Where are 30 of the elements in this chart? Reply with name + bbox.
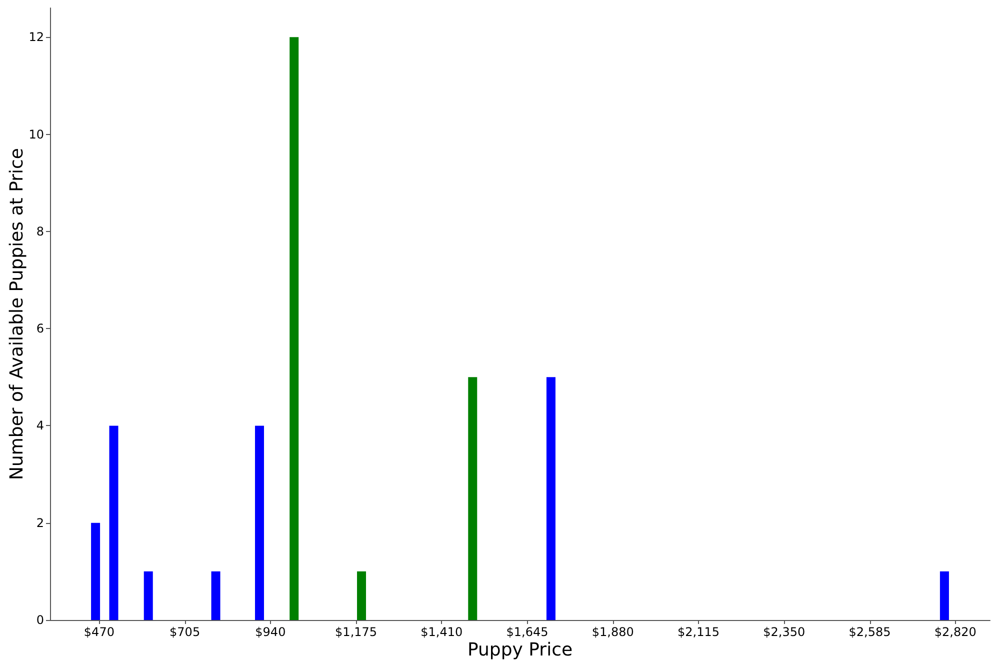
bar <box>109 426 118 620</box>
bar <box>254 426 264 620</box>
x-tick-label: $2,115 <box>678 625 720 639</box>
y-tick-label: 6 <box>36 322 44 336</box>
y-tick-label: 10 <box>28 127 44 142</box>
bar <box>211 571 220 620</box>
x-tick-label: $2,820 <box>934 625 976 639</box>
y-tick-label: 12 <box>28 30 44 44</box>
x-axis-title: Puppy Price <box>467 640 573 660</box>
y-tick-label: 4 <box>36 418 44 433</box>
bar <box>357 571 366 620</box>
x-tick-label: $2,350 <box>763 625 806 639</box>
bar <box>91 522 100 620</box>
y-axis-title: Number of Available Puppies at Price <box>6 148 28 480</box>
bar <box>468 377 478 620</box>
x-tick-label: $1,880 <box>592 625 634 639</box>
x-tick-label: $1,175 <box>335 625 378 639</box>
y-tick-label: 2 <box>36 516 44 530</box>
y-tick-label: 0 <box>36 613 44 627</box>
bar <box>290 37 299 620</box>
x-tick-label: $940 <box>255 625 286 639</box>
bar <box>144 571 153 620</box>
x-tick-label: $1,410 <box>420 625 463 639</box>
x-tick-label: $705 <box>170 625 200 639</box>
x-tick-label: $2,585 <box>848 625 891 639</box>
x-tick-label: $1,645 <box>506 625 548 639</box>
bar <box>940 571 949 620</box>
x-tick-label: $470 <box>84 625 114 639</box>
bar <box>546 377 556 620</box>
y-tick-label: 8 <box>36 224 44 238</box>
